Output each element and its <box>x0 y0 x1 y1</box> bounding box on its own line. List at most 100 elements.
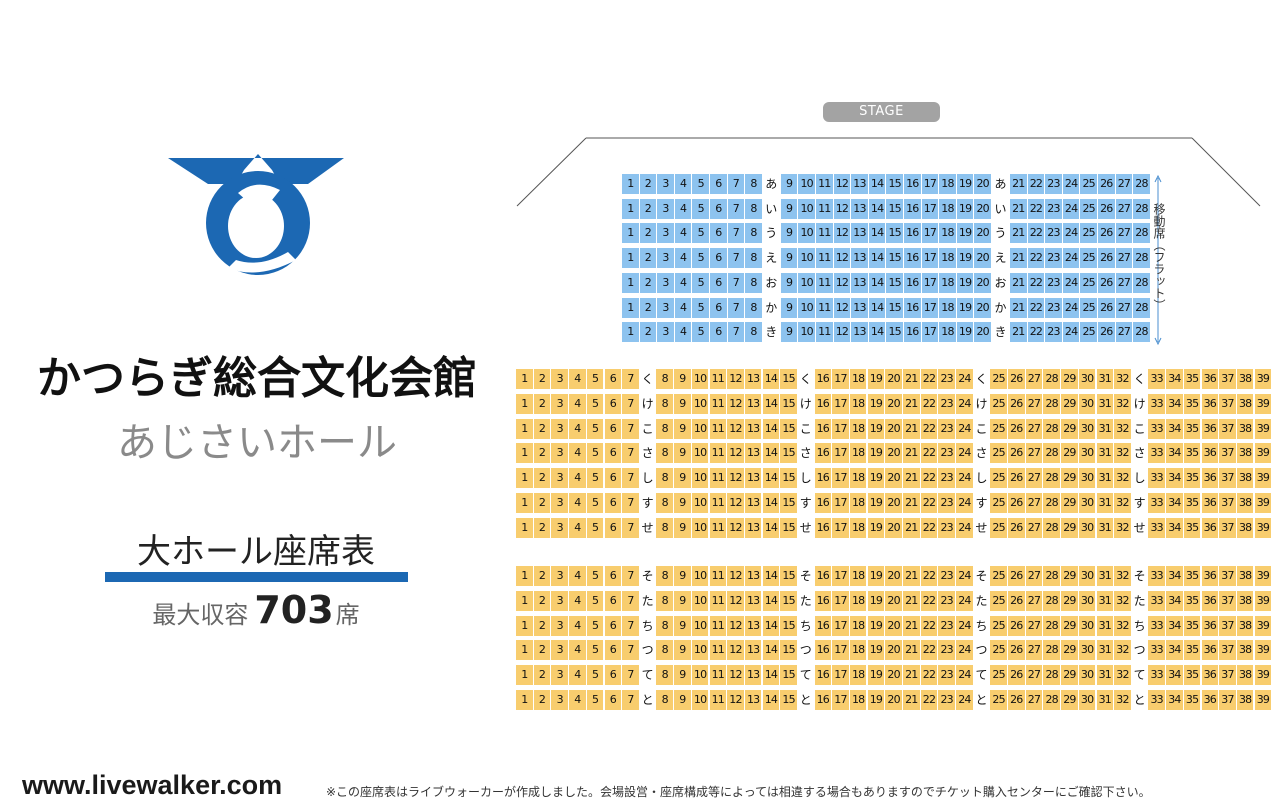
seat[interactable]: 28 <box>1043 640 1060 661</box>
seat[interactable]: 25 <box>990 493 1007 513</box>
seat[interactable]: 20 <box>885 615 902 636</box>
seat[interactable]: 5 <box>586 468 604 489</box>
seat[interactable]: 39 <box>1254 690 1272 710</box>
seat[interactable]: 14 <box>868 272 886 293</box>
seat[interactable]: 19 <box>956 297 974 318</box>
seat[interactable]: 16 <box>904 198 921 219</box>
seat[interactable]: 20 <box>974 174 991 194</box>
seat[interactable]: 2 <box>639 248 657 269</box>
seat[interactable]: 27 <box>1025 393 1043 414</box>
seat[interactable]: 34 <box>1166 493 1183 513</box>
seat[interactable]: 18 <box>939 174 956 194</box>
seat[interactable]: 3 <box>657 248 674 269</box>
seat[interactable]: 7 <box>727 322 745 343</box>
seat[interactable]: 31 <box>1096 418 1114 439</box>
seat[interactable]: 33 <box>1148 566 1165 586</box>
seat[interactable]: 34 <box>1166 566 1183 586</box>
seat[interactable]: 6 <box>710 297 727 318</box>
seat[interactable]: 30 <box>1078 517 1096 538</box>
seat[interactable]: 35 <box>1183 640 1201 661</box>
seat[interactable]: 28 <box>1133 198 1150 219</box>
seat[interactable]: 33 <box>1148 393 1165 414</box>
seat[interactable]: 20 <box>974 297 991 318</box>
seat[interactable]: 37 <box>1219 468 1236 489</box>
seat[interactable]: 4 <box>674 322 692 343</box>
seat[interactable]: 12 <box>727 566 744 586</box>
seat[interactable]: 36 <box>1201 517 1219 538</box>
seat[interactable]: 18 <box>849 690 867 710</box>
seat[interactable]: 2 <box>533 665 551 686</box>
seat[interactable]: 1 <box>622 174 639 194</box>
seat[interactable]: 38 <box>1236 690 1254 710</box>
seat[interactable]: 8 <box>656 590 673 611</box>
seat[interactable]: 17 <box>832 590 849 611</box>
seat[interactable]: 23 <box>938 690 955 710</box>
seat[interactable]: 16 <box>814 493 832 513</box>
seat[interactable]: 28 <box>1043 393 1060 414</box>
seat[interactable]: 2 <box>533 590 551 611</box>
seat[interactable]: 7 <box>622 493 639 513</box>
seat[interactable]: 24 <box>1062 297 1080 318</box>
seat[interactable]: 19 <box>956 272 974 293</box>
seat[interactable]: 21 <box>903 665 920 686</box>
seat[interactable]: 4 <box>569 640 586 661</box>
seat[interactable]: 28 <box>1043 690 1060 710</box>
seat[interactable]: 4 <box>569 369 586 389</box>
seat[interactable]: 24 <box>956 640 973 661</box>
seat[interactable]: 27 <box>1115 297 1133 318</box>
seat[interactable]: 26 <box>1008 369 1025 389</box>
seat[interactable]: 36 <box>1201 443 1219 464</box>
seat[interactable]: 9 <box>780 248 798 269</box>
seat[interactable]: 35 <box>1183 590 1201 611</box>
seat[interactable]: 6 <box>604 393 622 414</box>
seat[interactable]: 12 <box>727 468 744 489</box>
seat[interactable]: 29 <box>1061 690 1078 710</box>
seat[interactable]: 33 <box>1148 418 1165 439</box>
seat[interactable]: 1 <box>516 690 533 710</box>
seat[interactable]: 8 <box>656 393 673 414</box>
seat[interactable]: 25 <box>990 468 1007 489</box>
seat[interactable]: 28 <box>1043 615 1060 636</box>
seat[interactable]: 25 <box>990 517 1007 538</box>
seat[interactable]: 20 <box>885 418 902 439</box>
seat[interactable]: 22 <box>920 566 938 586</box>
seat[interactable]: 15 <box>780 590 797 611</box>
seat[interactable]: 2 <box>533 615 551 636</box>
seat[interactable]: 17 <box>832 640 849 661</box>
seat[interactable]: 35 <box>1183 418 1201 439</box>
seat[interactable]: 23 <box>1045 174 1062 194</box>
seat[interactable]: 10 <box>691 690 709 710</box>
seat[interactable]: 21 <box>1010 198 1027 219</box>
seat[interactable]: 8 <box>656 615 673 636</box>
seat[interactable]: 27 <box>1025 517 1043 538</box>
seat[interactable]: 19 <box>956 223 974 244</box>
seat[interactable]: 9 <box>780 272 798 293</box>
seat[interactable]: 10 <box>798 297 815 318</box>
seat[interactable]: 29 <box>1061 418 1078 439</box>
seat[interactable]: 31 <box>1096 443 1114 464</box>
seat[interactable]: 31 <box>1096 665 1114 686</box>
seat[interactable]: 33 <box>1148 615 1165 636</box>
seat[interactable]: 22 <box>920 665 938 686</box>
seat[interactable]: 6 <box>604 640 622 661</box>
seat[interactable]: 1 <box>516 443 533 464</box>
seat[interactable]: 35 <box>1183 493 1201 513</box>
seat[interactable]: 23 <box>938 590 955 611</box>
seat[interactable]: 9 <box>780 322 798 343</box>
seat[interactable]: 15 <box>780 615 797 636</box>
seat[interactable]: 36 <box>1201 369 1219 389</box>
seat[interactable]: 30 <box>1078 615 1096 636</box>
seat[interactable]: 14 <box>868 248 886 269</box>
seat[interactable]: 33 <box>1148 493 1165 513</box>
seat[interactable]: 21 <box>903 468 920 489</box>
seat[interactable]: 39 <box>1254 468 1272 489</box>
seat[interactable]: 37 <box>1219 566 1236 586</box>
seat[interactable]: 3 <box>551 615 568 636</box>
seat[interactable]: 7 <box>622 517 639 538</box>
seat[interactable]: 24 <box>956 690 973 710</box>
seat[interactable]: 11 <box>816 272 833 293</box>
seat[interactable]: 17 <box>832 690 849 710</box>
seat[interactable]: 22 <box>920 493 938 513</box>
seat[interactable]: 15 <box>780 418 797 439</box>
seat[interactable]: 26 <box>1098 297 1115 318</box>
